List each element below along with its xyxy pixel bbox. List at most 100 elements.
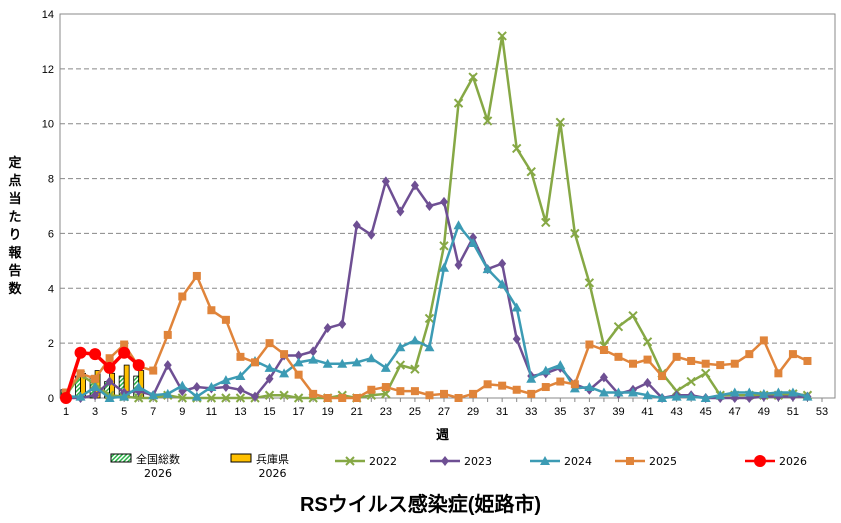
x-tick-label: 35 — [554, 406, 566, 418]
marker-diamond — [91, 390, 100, 401]
x-tick-label: 47 — [729, 406, 741, 418]
series-line — [66, 222, 808, 400]
marker-square — [381, 383, 390, 392]
marker-x — [453, 98, 464, 108]
marker-square — [512, 385, 521, 394]
y-tick-label: 6 — [48, 228, 54, 240]
marker-square — [556, 377, 565, 386]
x-tick-label: 49 — [758, 406, 770, 418]
marker-x — [700, 368, 711, 379]
marker-triangle — [686, 391, 697, 401]
marker-triangle — [264, 362, 275, 372]
marker-x — [468, 72, 478, 82]
marker-square — [163, 330, 172, 339]
marker-diamond — [512, 334, 521, 345]
marker-x — [235, 393, 246, 403]
marker-x — [482, 116, 493, 126]
marker-triangle — [773, 387, 784, 397]
marker-square — [323, 394, 332, 402]
marker-square — [599, 346, 608, 354]
marker-square — [730, 359, 739, 368]
x-tick-label: 17 — [292, 406, 304, 418]
series-2023 — [62, 176, 812, 403]
series-line — [64, 35, 808, 400]
marker-square — [498, 381, 507, 390]
marker-square — [440, 389, 448, 398]
marker-diamond — [338, 318, 347, 329]
legend-label: 2025 — [649, 455, 677, 468]
marker-diamond — [323, 323, 332, 334]
marker-x — [381, 389, 391, 399]
y-tick-label: 8 — [48, 174, 54, 186]
marker-x — [686, 376, 696, 387]
marker-triangle — [613, 387, 624, 397]
legend-label: 全国総数 — [136, 453, 180, 466]
x-tick-label: 27 — [438, 406, 450, 418]
x-tick-label: 33 — [525, 406, 537, 418]
marker-triangle — [744, 387, 755, 397]
marker-triangle — [75, 391, 86, 401]
marker-x — [584, 278, 595, 288]
marker-square — [483, 380, 492, 389]
marker-triangle — [540, 456, 550, 465]
marker-diamond — [440, 196, 448, 207]
marker-x — [613, 321, 624, 332]
x-tick-label: 39 — [612, 406, 624, 418]
marker-square — [541, 383, 550, 392]
marker-triangle — [540, 365, 551, 375]
marker-triangle — [279, 368, 290, 378]
marker-triangle — [555, 360, 566, 370]
x-tick-label: 37 — [583, 406, 595, 418]
marker-square — [236, 352, 245, 361]
legend-2023: 2023 — [430, 455, 492, 469]
marker-x — [424, 313, 435, 324]
marker-triangle — [409, 335, 420, 345]
x-tick-label: 13 — [234, 406, 246, 418]
x-tick-label: 45 — [700, 406, 712, 418]
marker-square — [251, 358, 259, 367]
x-axis-label: 週 — [436, 428, 450, 443]
marker-diamond — [251, 391, 259, 402]
marker-circle — [118, 346, 131, 359]
legend-2026: 2026 — [745, 455, 807, 469]
x-tick-label: 19 — [322, 406, 334, 418]
x-tick-label: 7 — [150, 406, 156, 418]
marker-circle — [74, 346, 87, 359]
chart-title: RSウイルス感染症(姫路市) — [299, 494, 542, 516]
marker-square — [367, 385, 376, 394]
marker-square — [788, 350, 797, 359]
legend-label: 2022 — [369, 455, 397, 468]
legend-sub: 2026 — [258, 467, 287, 480]
marker-x — [177, 393, 188, 403]
marker-square — [774, 369, 783, 378]
marker-triangle — [758, 388, 769, 398]
marker-diamond — [163, 360, 172, 371]
marker-x — [221, 393, 231, 403]
marker-triangle — [177, 380, 188, 390]
marker-diamond — [454, 259, 463, 270]
series-2025 — [62, 271, 812, 402]
marker-diamond — [441, 456, 449, 466]
marker-x — [133, 393, 144, 403]
marker-diamond — [643, 377, 652, 388]
marker-x — [439, 241, 449, 251]
legend-2024: 2024 — [530, 455, 592, 469]
marker-diamond — [498, 258, 507, 269]
marker-triangle — [671, 391, 682, 401]
marker-diamond — [192, 382, 201, 393]
series-line — [65, 273, 808, 400]
y-tick-label: 0 — [48, 393, 54, 405]
marker-triangle — [366, 353, 377, 363]
marker-x — [410, 364, 420, 374]
legend-label: 2023 — [464, 455, 492, 468]
x-tick-label: 43 — [670, 406, 682, 418]
marker-diamond — [236, 384, 245, 395]
marker-triangle — [584, 382, 595, 392]
marker-triangle — [453, 220, 464, 230]
x-tick-label: 3 — [92, 406, 98, 418]
marker-x — [628, 311, 638, 321]
marker-diamond — [396, 206, 405, 217]
marker-square — [672, 352, 681, 361]
marker-square — [570, 380, 579, 389]
